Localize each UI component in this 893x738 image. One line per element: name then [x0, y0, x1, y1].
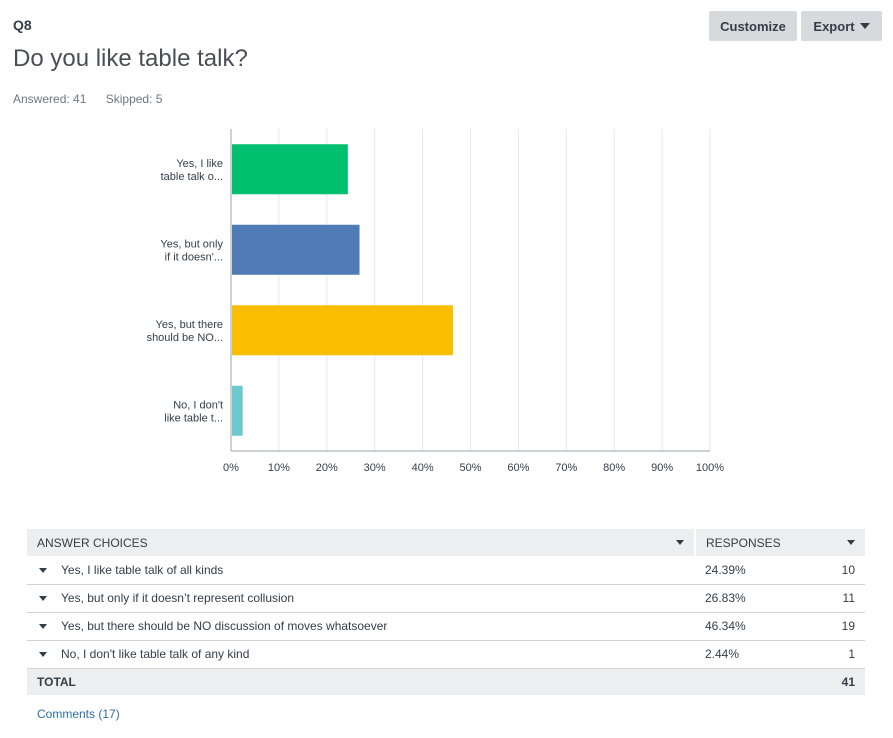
expand-caret-icon[interactable]: [39, 624, 47, 630]
table-row: Yes, I like table talk of all kinds 24.3…: [27, 556, 865, 585]
response-count: 19: [805, 612, 865, 641]
x-tick-label: 60%: [507, 462, 529, 474]
x-tick-label: 20%: [316, 462, 338, 474]
bar: [232, 224, 360, 275]
response-percent: 24.39%: [695, 556, 805, 585]
choice-text: Yes, but there should be NO discussion o…: [61, 619, 388, 633]
table-row: Yes, but only if it doesn’t represent co…: [27, 584, 865, 613]
responses-header[interactable]: RESPONSES: [695, 529, 865, 556]
answer-choices-header[interactable]: ANSWER CHOICES: [27, 529, 696, 556]
x-tick-label: 10%: [268, 462, 290, 474]
answer-choices-header-label: ANSWER CHOICES: [37, 535, 148, 550]
response-percent: 46.34%: [695, 612, 805, 641]
x-tick-label: 100%: [696, 462, 724, 474]
category-label: Yes, but there should be NO...: [147, 319, 223, 344]
category-label: Yes, but only if it doesn'...: [160, 238, 223, 263]
responses-table: ANSWER CHOICES RESPONSES Yes, I like tab…: [27, 529, 865, 695]
expand-caret-icon[interactable]: [39, 596, 47, 602]
x-tick-label: 80%: [603, 462, 625, 474]
question-title: Do you like table talk?: [13, 45, 248, 72]
answered-count: Answered: 41: [13, 92, 87, 106]
export-label: Export: [813, 18, 855, 34]
customize-button[interactable]: Customize: [709, 11, 797, 41]
bar-chart: 0% 10% 20% 30% 40% 50% 60% 70% 80% 90% 100% Yes, I …: [147, 129, 724, 474]
table-row: Yes, but there should be NO discussion o…: [27, 612, 865, 641]
x-tick-label: 0%: [223, 462, 239, 474]
category-label: No, I don't like table t...: [164, 399, 223, 424]
skipped-count: Skipped: 5: [105, 92, 163, 106]
category-label: Yes, I like table talk o...: [161, 158, 223, 183]
total-row: TOTAL 41: [27, 668, 865, 695]
response-count: 10: [805, 556, 865, 585]
x-tick-label: 40%: [412, 462, 434, 474]
x-tick-label: 50%: [459, 462, 481, 474]
x-tick-label: 90%: [651, 462, 673, 474]
response-count: 11: [805, 584, 865, 613]
bar: [232, 305, 453, 356]
total-count: 41: [805, 668, 865, 695]
response-count: 1: [805, 640, 865, 669]
expand-caret-icon[interactable]: [39, 568, 47, 574]
customize-label: Customize: [720, 18, 786, 34]
sort-caret-icon[interactable]: [676, 540, 684, 545]
response-stats: Answered: 41 Skipped: 5: [13, 92, 178, 106]
question-number: Q8: [13, 17, 32, 33]
x-tick-label: 70%: [555, 462, 577, 474]
table-row: No, I don't like table talk of any kind …: [27, 640, 865, 669]
expand-caret-icon[interactable]: [39, 652, 47, 658]
chevron-down-icon: [859, 23, 870, 29]
x-tick-label: 30%: [364, 462, 386, 474]
export-button[interactable]: Export: [801, 11, 882, 41]
bar: [232, 385, 243, 436]
choice-text: Yes, but only if it doesn’t represent co…: [61, 591, 295, 605]
responses-header-label: RESPONSES: [706, 535, 781, 550]
total-label: TOTAL: [27, 668, 805, 695]
sort-caret-icon[interactable]: [847, 540, 855, 545]
response-percent: 2.44%: [695, 640, 805, 669]
comments-link[interactable]: Comments (17): [37, 707, 120, 721]
choice-text: Yes, I like table talk of all kinds: [61, 562, 224, 577]
bar: [232, 144, 348, 195]
choice-text: No, I don't like table talk of any kind: [61, 647, 250, 661]
response-percent: 26.83%: [695, 584, 805, 613]
